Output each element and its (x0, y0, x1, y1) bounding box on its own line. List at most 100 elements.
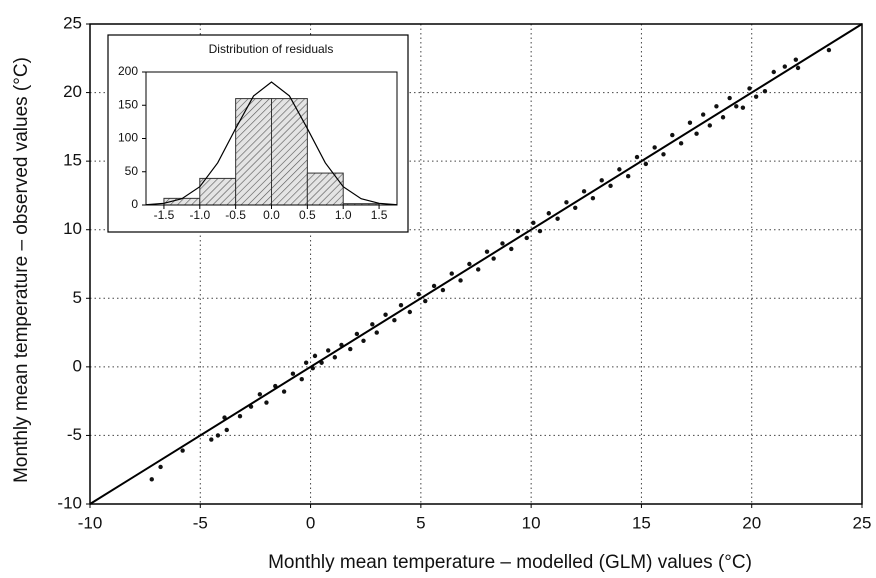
x-tick-label: -10 (78, 513, 103, 532)
point (762, 89, 768, 94)
point (555, 216, 560, 221)
point (224, 427, 229, 433)
point (826, 47, 832, 53)
point (370, 322, 375, 327)
point (303, 360, 309, 365)
point (392, 318, 397, 323)
point (625, 174, 631, 179)
point (374, 330, 379, 335)
point (257, 392, 263, 397)
point (670, 132, 675, 138)
point (564, 200, 569, 205)
point (264, 400, 269, 405)
point (707, 123, 713, 128)
point (423, 298, 428, 304)
point (484, 249, 490, 254)
point (740, 105, 746, 110)
point (500, 241, 505, 246)
point (361, 338, 366, 343)
point (678, 141, 684, 146)
point (467, 261, 472, 267)
y-tick-label: 5 (73, 288, 82, 307)
x-tick-label: 0.5 (299, 208, 316, 222)
point (590, 195, 596, 201)
point (793, 57, 799, 62)
plot-frame (89, 23, 863, 505)
point (431, 283, 437, 289)
x-tick-label: 1.5 (371, 208, 388, 222)
x-tick-label: 0 (306, 513, 315, 532)
x-tick-label: 10 (522, 513, 541, 532)
point (524, 235, 529, 241)
point (158, 464, 163, 470)
point (546, 211, 551, 216)
point (782, 64, 787, 69)
y-tick-label: 50 (125, 164, 139, 178)
point (734, 104, 739, 109)
x-tick-label: -1.5 (154, 208, 175, 222)
y-tick-label: 200 (118, 64, 138, 78)
point (727, 95, 732, 101)
point (299, 377, 304, 382)
histogram-bar (271, 98, 308, 206)
x-tick-label: 0.0 (263, 208, 280, 222)
normal-curve (145, 81, 398, 206)
point (573, 205, 578, 210)
point (458, 278, 463, 283)
inset-plot-frame (145, 71, 398, 206)
point (290, 371, 296, 376)
y-tick-label: 0 (73, 356, 82, 375)
point (407, 309, 413, 315)
point (661, 152, 666, 157)
point (383, 312, 388, 317)
point (753, 94, 759, 99)
histogram-bar (235, 98, 272, 206)
x-tick-label: 25 (853, 513, 872, 532)
y-tick-label: 100 (118, 131, 138, 145)
y-tick-label: 25 (63, 13, 82, 32)
point (581, 189, 587, 194)
point (215, 433, 221, 438)
x-tick-label: -1.0 (189, 208, 210, 222)
point (531, 220, 536, 226)
point (643, 161, 649, 167)
histogram-bar (199, 177, 237, 206)
point (348, 346, 353, 352)
y-tick-label: 150 (118, 97, 138, 111)
x-tick-label: 15 (632, 513, 651, 532)
point (440, 287, 446, 293)
point (354, 331, 360, 337)
y-tick-label: 10 (63, 219, 82, 238)
point (795, 65, 801, 71)
point (332, 355, 338, 360)
point (149, 477, 154, 482)
point (714, 104, 719, 109)
point (237, 414, 243, 419)
y-tick-label: -5 (67, 425, 82, 444)
point (608, 183, 613, 189)
point (281, 389, 287, 394)
point (720, 115, 726, 120)
point (180, 448, 185, 453)
point (652, 145, 657, 150)
point (449, 271, 454, 276)
x-tick-label: -0.5 (225, 208, 246, 222)
histogram-bar (306, 172, 344, 206)
inset-title: Distribution of residuals (209, 42, 334, 56)
x-axis-title: Monthly mean temperature – modelled (GLM… (268, 552, 752, 573)
point (747, 86, 752, 91)
point (509, 246, 514, 252)
point (634, 154, 640, 160)
identity-line (89, 23, 863, 505)
point (326, 348, 331, 353)
point (771, 69, 776, 75)
x-tick-label: 5 (416, 513, 425, 532)
point (617, 167, 622, 172)
point (312, 353, 318, 359)
point (537, 228, 543, 234)
point (209, 437, 214, 442)
point (515, 228, 521, 234)
point (599, 178, 604, 183)
y-tick-label: -10 (57, 493, 82, 512)
